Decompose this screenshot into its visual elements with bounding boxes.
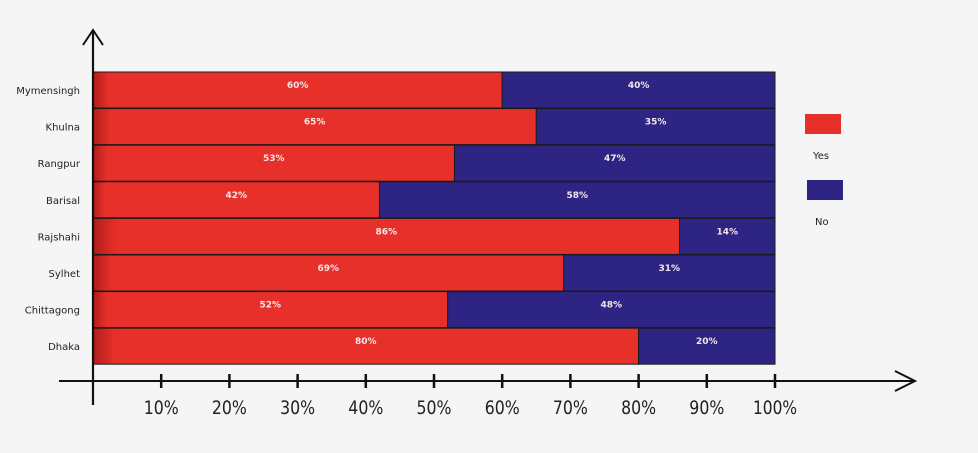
bar-value-label: 31% xyxy=(659,264,681,274)
x-tick-label: 20% xyxy=(212,397,247,419)
x-tick-label: 10% xyxy=(144,397,179,419)
bar-yes-rangpur xyxy=(92,144,455,182)
x-axis-arrow-icon xyxy=(894,370,918,392)
bar-value-label: 47% xyxy=(604,154,626,164)
bar-yes-barisal xyxy=(92,181,380,219)
legend: Yes No xyxy=(805,114,843,228)
bar-no-khulna xyxy=(535,108,776,146)
bar-no-sylhet xyxy=(563,254,776,292)
category-label: Barisal xyxy=(46,196,80,207)
x-tick-label: 40% xyxy=(348,397,383,419)
bar-value-label: 65% xyxy=(304,118,326,128)
x-tick-label: 90% xyxy=(689,397,724,419)
category-label: Sylhet xyxy=(49,269,81,280)
bar-value-label: 14% xyxy=(716,227,738,237)
x-tick-label: 50% xyxy=(417,397,452,419)
x-tick-label: 70% xyxy=(553,397,588,419)
category-label: Khulna xyxy=(46,123,80,134)
bar-value-label: 48% xyxy=(601,301,623,311)
bars-layer: 60% 40% 65% 35% 53% 47% 42% 58% 86% 14% 69% 31% 52% 4… xyxy=(92,71,776,365)
bar-value-label: 60% xyxy=(287,81,309,91)
x-tick-label: 100% xyxy=(753,397,797,419)
x-tick-label: 30% xyxy=(280,397,315,419)
x-axis-ticks: 10% 20% 30% 40% 50% 60% 70% 80% 90% 100% xyxy=(144,374,797,419)
category-label: Dhaka xyxy=(48,342,80,353)
bar-no-chittagong xyxy=(447,291,776,329)
category-label: Chittagong xyxy=(25,306,80,317)
bar-value-label: 42% xyxy=(225,191,247,201)
bar-value-label: 35% xyxy=(645,118,667,128)
bar-value-label: 20% xyxy=(696,337,718,347)
x-tick-label: 60% xyxy=(485,397,520,419)
legend-label-no: No xyxy=(815,217,829,228)
category-label: Mymensingh xyxy=(16,86,80,97)
bar-yes-mymensingh xyxy=(92,71,503,109)
category-label: Rajshahi xyxy=(38,232,80,243)
bar-value-label: 80% xyxy=(355,337,377,347)
bar-no-barisal xyxy=(378,181,776,219)
bar-value-label: 40% xyxy=(628,81,650,91)
x-tick-label: 80% xyxy=(621,397,656,419)
bar-value-label: 86% xyxy=(375,227,397,237)
bar-no-mymensingh xyxy=(501,71,776,109)
bar-yes-khulna xyxy=(92,108,537,146)
bar-no-dhaka xyxy=(638,327,776,365)
legend-swatch-yes xyxy=(805,114,841,134)
y-axis xyxy=(82,28,104,405)
bar-no-rajshahi xyxy=(679,217,776,255)
legend-label-yes: Yes xyxy=(812,151,829,162)
category-labels: Mymensingh Khulna Rangpur Barisal Rajshahi Sy… xyxy=(16,86,81,353)
bar-value-label: 69% xyxy=(318,264,340,274)
category-label: Rangpur xyxy=(38,159,81,170)
bar-value-label: 52% xyxy=(260,301,282,311)
bar-no-rangpur xyxy=(453,144,776,182)
bar-value-label: 58% xyxy=(566,191,588,201)
x-axis xyxy=(59,370,918,392)
legend-swatch-no xyxy=(807,180,843,200)
bar-yes-chittagong xyxy=(92,291,449,329)
y-axis-arrow-icon xyxy=(82,28,104,46)
bar-value-label: 53% xyxy=(263,154,285,164)
